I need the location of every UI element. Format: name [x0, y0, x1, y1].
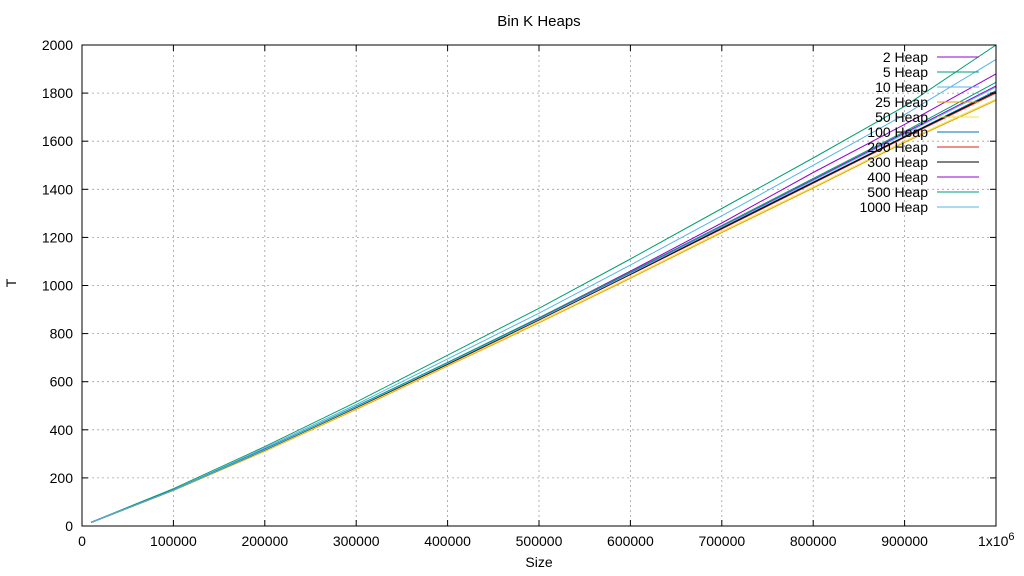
x-tick-label: 200000	[241, 533, 288, 549]
legend-label-10-heap: 10 Heap	[875, 79, 928, 95]
series-line-1000-heap	[90, 86, 997, 523]
x-multiplier-base: 1x10	[978, 533, 1009, 549]
x-tick-label: 0	[78, 533, 86, 549]
legend-label-1000-heap: 1000 Heap	[859, 199, 928, 215]
legend-label-50-heap: 50 Heap	[875, 109, 928, 125]
legend-label-400-heap: 400 Heap	[867, 169, 928, 185]
y-tick-label: 1000	[42, 278, 73, 294]
y-axis-ticks: 0 200 400 600 800 1000 1200 1400 1600 1800 2000	[42, 37, 996, 534]
legend-label-200-heap: 200 Heap	[867, 139, 928, 155]
y-tick-label: 1400	[42, 181, 73, 197]
y-tick-label: 200	[50, 470, 74, 486]
legend-label-2-heap: 2 Heap	[883, 49, 928, 65]
x-tick-label: 600000	[607, 533, 654, 549]
y-tick-label: 1200	[42, 229, 73, 245]
y-tick-label: 600	[50, 374, 74, 390]
x-axis-label: Size	[525, 554, 552, 570]
x-axis-ticks: 0 100000 200000 300000 400000 500000 600000 700…	[78, 45, 928, 549]
legend-label-100-heap: 100 Heap	[867, 124, 928, 140]
series-lines	[90, 44, 997, 524]
x-tick-label: 100000	[150, 533, 197, 549]
series-line-5-heap	[90, 44, 997, 523]
x-axis-multiplier: 1x106	[978, 531, 1014, 549]
y-tick-label: 0	[65, 518, 73, 534]
x-tick-label: 300000	[333, 533, 380, 549]
series-line-50-heap	[90, 98, 997, 524]
legend-label-500-heap: 500 Heap	[867, 184, 928, 200]
y-axis-label: T	[3, 278, 19, 287]
series-line-200-heap	[90, 92, 997, 523]
x-multiplier-exponent: 6	[1008, 531, 1014, 543]
x-tick-label: 700000	[698, 533, 745, 549]
y-tick-label: 1600	[42, 133, 73, 149]
legend-label-25-heap: 25 Heap	[875, 94, 928, 110]
y-tick-label: 2000	[42, 37, 73, 53]
x-tick-label: 800000	[790, 533, 837, 549]
grid-lines	[82, 45, 996, 526]
x-tick-label: 400000	[424, 533, 471, 549]
x-tick-label: 500000	[516, 533, 563, 549]
series-line-10-heap	[90, 58, 997, 523]
series-line-500-heap	[90, 81, 997, 523]
series-line-400-heap	[90, 85, 997, 523]
chart-title: Bin K Heaps	[497, 13, 580, 30]
legend-label-300-heap: 300 Heap	[867, 154, 928, 170]
y-tick-label: 1800	[42, 85, 73, 101]
y-tick-label: 800	[50, 326, 74, 342]
y-tick-label: 400	[50, 422, 74, 438]
legend-label-5-heap: 5 Heap	[883, 64, 928, 80]
x-tick-label: 900000	[881, 533, 928, 549]
